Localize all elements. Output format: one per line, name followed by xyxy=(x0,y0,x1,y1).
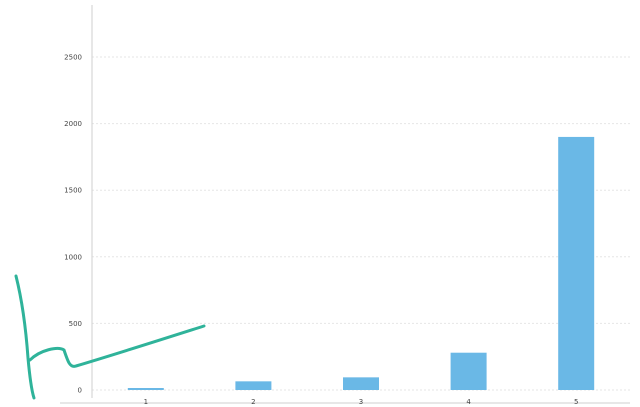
gridlines xyxy=(60,5,630,404)
y-tick-label: 500 xyxy=(69,320,82,328)
bar-1 xyxy=(127,388,164,390)
y-tick-label: 0 xyxy=(78,387,82,395)
bar-4 xyxy=(450,352,487,390)
x-axis-ticks: 1 2 3 4 5 xyxy=(144,398,579,406)
bars xyxy=(127,136,595,390)
handwritten-annotation-mark xyxy=(14,274,206,400)
y-tick-label: 2000 xyxy=(64,120,82,128)
bar-3 xyxy=(343,377,379,390)
y-tick-label: 2500 xyxy=(64,54,82,62)
y-axis-ticks: 0 500 1000 1500 2000 2500 xyxy=(64,54,82,395)
x-tick-label: 1 xyxy=(144,398,148,406)
y-tick-label: 1500 xyxy=(64,187,82,195)
x-tick-label: 5 xyxy=(574,398,578,406)
x-tick-label: 4 xyxy=(466,398,471,406)
bar-5 xyxy=(558,136,595,390)
bar-2 xyxy=(235,381,272,390)
y-tick-label: 1000 xyxy=(64,253,82,261)
x-tick-label: 3 xyxy=(359,398,363,406)
x-tick-label: 2 xyxy=(251,398,255,406)
